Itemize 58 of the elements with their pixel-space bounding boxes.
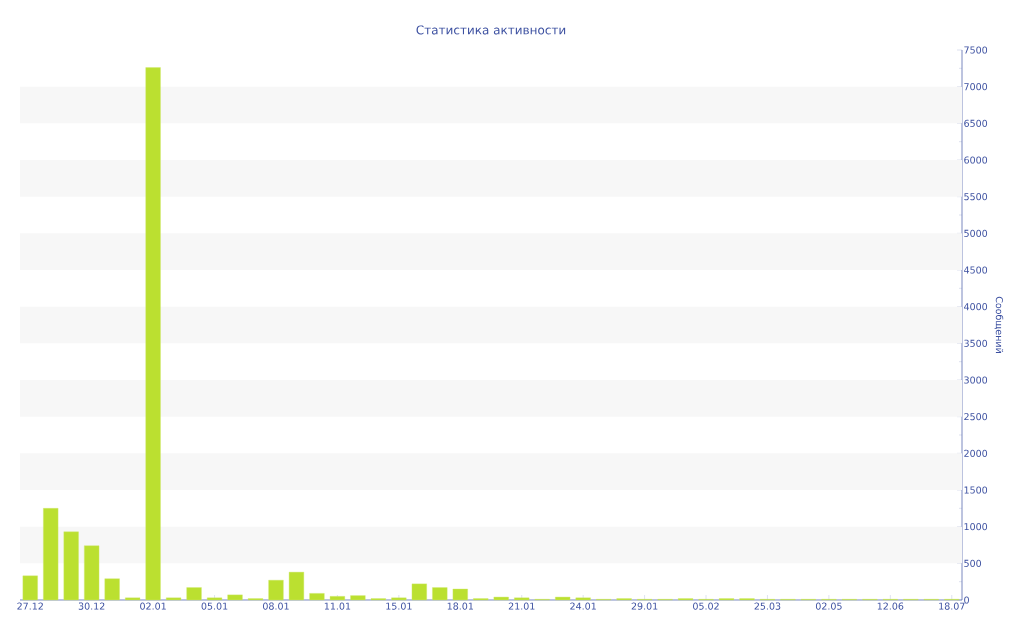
y-tick-label: 4000 — [964, 303, 988, 311]
bar — [227, 594, 243, 601]
x-tick-label: 15.01 — [386, 602, 412, 610]
y-tick-label: 2000 — [964, 449, 988, 457]
bar — [63, 531, 79, 601]
x-tick-label: 25.03 — [754, 602, 781, 610]
bar — [186, 587, 202, 601]
x-tick-label: 27.12 — [17, 602, 43, 610]
x-tick-label: 02.05 — [815, 602, 842, 610]
x-tick-label: 18.07 — [939, 602, 965, 610]
y-axis-title: Сообщений — [994, 296, 1004, 353]
bar — [22, 575, 38, 601]
bar — [206, 597, 223, 601]
bar — [411, 583, 427, 601]
bar — [575, 597, 591, 601]
y-tick-label: 5500 — [964, 193, 988, 201]
y-tick-label: 0 — [964, 596, 969, 604]
y-tick-label: 6500 — [964, 119, 988, 127]
y-tick-label: 4500 — [964, 266, 988, 274]
bar — [329, 596, 345, 601]
y-tick-label: 1500 — [964, 486, 988, 494]
x-tick-label: 11.01 — [324, 602, 351, 610]
x-tick-label: 05.01 — [201, 602, 228, 610]
x-tick-label: 24.01 — [570, 602, 596, 610]
bar — [555, 596, 571, 601]
bar — [145, 67, 161, 601]
bar — [452, 588, 468, 601]
x-tick-label: 08.01 — [263, 602, 289, 610]
chart-title: Статистика активности — [416, 25, 566, 35]
x-tick-label: 29.01 — [631, 602, 658, 610]
bar — [514, 597, 530, 601]
bar — [493, 596, 509, 601]
y-tick-label: 1000 — [964, 523, 988, 531]
x-tick-label: 21.01 — [508, 602, 535, 610]
y-tick-label: 7000 — [964, 83, 988, 91]
y-tick-label: 3000 — [964, 376, 988, 384]
bar — [104, 578, 120, 601]
y-tick-label: 2500 — [964, 413, 988, 421]
x-tick-label: 12.06 — [877, 602, 904, 610]
bar — [288, 571, 305, 601]
bar — [268, 580, 284, 601]
y-tick-label: 7500 — [964, 46, 988, 54]
bar — [350, 595, 366, 601]
y-tick-label: 5000 — [964, 229, 988, 237]
bar — [43, 508, 59, 601]
x-tick-label: 02.01 — [140, 602, 166, 610]
bar — [432, 587, 448, 601]
bar — [166, 597, 182, 601]
bar — [391, 597, 407, 601]
bar — [84, 545, 100, 601]
bar — [309, 593, 325, 601]
x-tick-label: 18.01 — [447, 602, 474, 610]
y-tick-label: 500 — [964, 559, 982, 567]
y-tick-label: 6000 — [964, 156, 988, 164]
y-tick-label: 3500 — [964, 339, 988, 347]
x-tick-label: 05.02 — [693, 602, 719, 610]
bar — [125, 597, 141, 601]
x-tick-label: 30.12 — [78, 602, 105, 610]
